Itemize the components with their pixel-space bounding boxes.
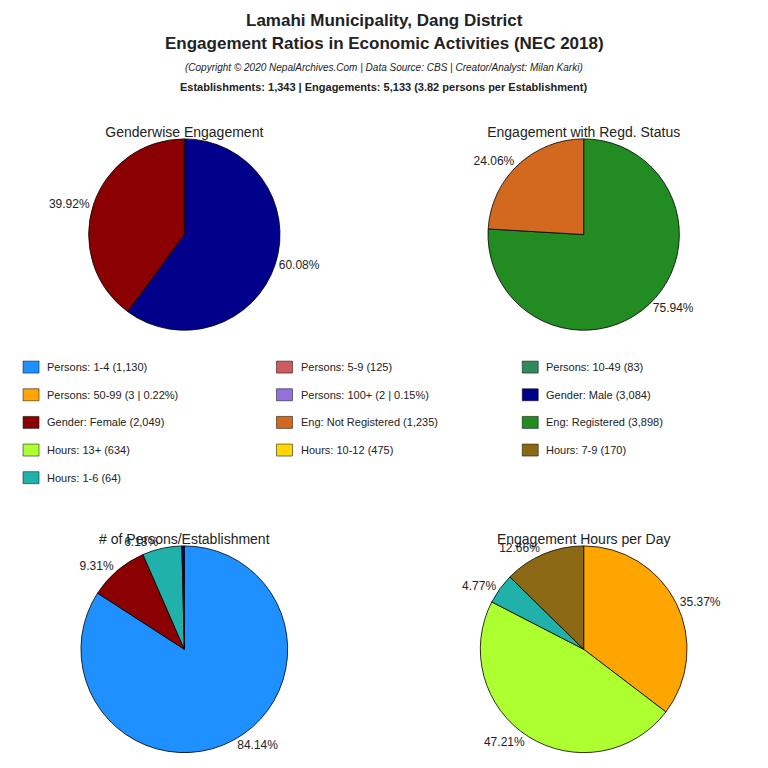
- svg-text:60.08%: 60.08%: [279, 258, 320, 272]
- svg-text:Establishments: 1,343 | Engage: Establishments: 1,343 | Engagements: 5,1…: [180, 81, 588, 93]
- svg-text:Persons: 50-99 (3 | 0.22%): Persons: 50-99 (3 | 0.22%): [47, 389, 178, 401]
- svg-text:Hours: 1-6 (64): Hours: 1-6 (64): [47, 472, 121, 484]
- svg-text:Persons: 10-49 (83): Persons: 10-49 (83): [546, 361, 643, 373]
- svg-text:Engagement with Regd. Status: Engagement with Regd. Status: [487, 124, 680, 140]
- svg-text:84.14%: 84.14%: [237, 738, 278, 752]
- svg-text:4.77%: 4.77%: [462, 579, 496, 593]
- svg-text:39.92%: 39.92%: [49, 197, 90, 211]
- svg-text:75.94%: 75.94%: [653, 301, 694, 315]
- svg-text:Eng: Not Registered (1,235): Eng: Not Registered (1,235): [301, 416, 438, 428]
- svg-text:12.66%: 12.66%: [499, 541, 540, 555]
- svg-text:Persons: 5-9 (125): Persons: 5-9 (125): [301, 361, 392, 373]
- svg-text:Hours: 7-9 (170): Hours: 7-9 (170): [546, 444, 626, 456]
- svg-text:Gender: Female (2,049): Gender: Female (2,049): [47, 416, 164, 428]
- svg-text:35.37%: 35.37%: [680, 595, 721, 609]
- svg-text:Genderwise Engagement: Genderwise Engagement: [105, 124, 263, 140]
- svg-text:24.06%: 24.06%: [474, 154, 515, 168]
- svg-text:# of Persons/Establishment: # of Persons/Establishment: [99, 531, 270, 547]
- svg-text:Persons: 100+ (2 | 0.15%): Persons: 100+ (2 | 0.15%): [301, 389, 429, 401]
- svg-text:Engagement Ratios in Economic: Engagement Ratios in Economic Activities…: [165, 34, 604, 53]
- svg-text:Eng: Registered (3,898): Eng: Registered (3,898): [546, 416, 663, 428]
- svg-text:Persons: 1-4 (1,130): Persons: 1-4 (1,130): [47, 361, 147, 373]
- svg-text:9.31%: 9.31%: [80, 559, 114, 573]
- svg-text:Engagement Hours per Day: Engagement Hours per Day: [497, 531, 671, 547]
- svg-text:Lamahi Municipality, Dang Dist: Lamahi Municipality, Dang District: [246, 11, 523, 30]
- svg-text:Gender: Male (3,084): Gender: Male (3,084): [546, 389, 651, 401]
- svg-text:(Copyright © 2020 NepalArchive: (Copyright © 2020 NepalArchives.Com | Da…: [185, 62, 583, 73]
- svg-text:Hours: 13+ (634): Hours: 13+ (634): [47, 444, 130, 456]
- svg-text:6.18%: 6.18%: [124, 535, 158, 549]
- svg-text:47.21%: 47.21%: [484, 735, 525, 749]
- svg-text:Hours: 10-12 (475): Hours: 10-12 (475): [301, 444, 393, 456]
